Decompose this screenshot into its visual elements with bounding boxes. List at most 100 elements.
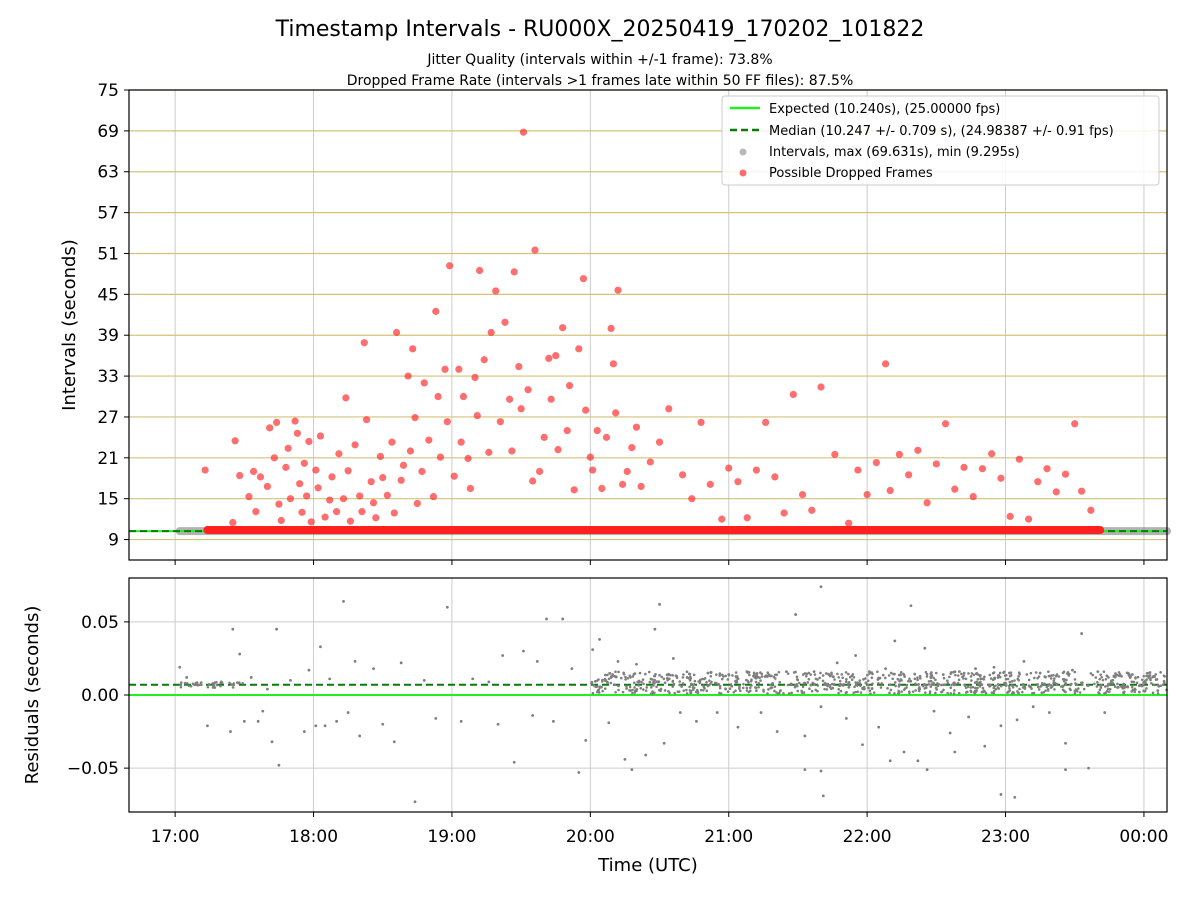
residual-point bbox=[590, 680, 594, 684]
residual-point bbox=[909, 680, 912, 683]
dropped-frame-point bbox=[284, 444, 292, 452]
residual-point bbox=[889, 688, 893, 692]
residual-point bbox=[688, 689, 692, 692]
residual-point bbox=[662, 741, 666, 745]
residual-point bbox=[755, 689, 758, 693]
residual-point bbox=[967, 715, 971, 719]
residual-point bbox=[603, 687, 607, 690]
residual-point bbox=[878, 676, 882, 680]
residual-point bbox=[1033, 676, 1036, 680]
residual-point bbox=[809, 673, 813, 676]
residual-point bbox=[266, 687, 269, 691]
residual-point bbox=[948, 675, 951, 679]
dropped-frame-point bbox=[351, 441, 359, 449]
residual-point bbox=[999, 793, 1003, 796]
dropped-frame-point bbox=[817, 383, 825, 391]
residual-point bbox=[639, 686, 643, 690]
residual-point bbox=[219, 680, 223, 684]
residual-point bbox=[671, 674, 674, 677]
residual-point bbox=[471, 677, 475, 681]
residual-point bbox=[342, 600, 345, 603]
residual-point bbox=[1115, 673, 1118, 677]
residual-point bbox=[989, 683, 993, 687]
residual-point bbox=[996, 686, 1000, 689]
residual-point bbox=[844, 691, 848, 695]
residual-point bbox=[178, 665, 182, 669]
residual-point bbox=[624, 678, 627, 681]
y-tick-label: 21 bbox=[97, 449, 119, 469]
residual-point bbox=[705, 680, 708, 684]
residual-point bbox=[651, 681, 655, 684]
residual-point bbox=[630, 768, 634, 771]
residual-point bbox=[699, 678, 702, 682]
legend-expected-label: Expected (10.240s), (25.00000 fps) bbox=[769, 102, 1000, 117]
residual-point bbox=[732, 690, 736, 694]
dropped-frame-point bbox=[296, 480, 304, 488]
residual-point bbox=[792, 671, 796, 674]
residual-point bbox=[1120, 675, 1123, 678]
dropped-frame-point bbox=[356, 492, 364, 500]
residual-point bbox=[862, 678, 865, 681]
residual-point bbox=[963, 684, 967, 688]
residual-point bbox=[1094, 676, 1098, 679]
dropped-frame-point bbox=[718, 515, 726, 523]
residual-point bbox=[666, 678, 669, 682]
dropped-frame-point bbox=[565, 382, 574, 390]
x-tick-label: 19:00 bbox=[427, 827, 476, 847]
residual-point bbox=[1042, 691, 1046, 694]
residual-point bbox=[1052, 673, 1055, 677]
legend-dropped-label: Possible Dropped Frames bbox=[769, 166, 933, 181]
residual-point bbox=[1062, 679, 1066, 683]
residual-point bbox=[866, 679, 870, 683]
residual-point bbox=[848, 675, 852, 679]
residual-point bbox=[914, 682, 917, 686]
residual-point bbox=[232, 683, 235, 687]
residual-point bbox=[307, 668, 311, 672]
legend-dropped-swatch bbox=[739, 169, 747, 177]
residual-point bbox=[230, 683, 233, 686]
dropped-frame-point bbox=[1078, 487, 1086, 495]
residual-point bbox=[854, 681, 857, 684]
residual-point bbox=[832, 682, 836, 686]
dropped-frame-point bbox=[471, 373, 479, 382]
residual-point bbox=[844, 671, 848, 674]
dropped-frame-point bbox=[307, 518, 315, 526]
dropped-frame-point bbox=[231, 437, 239, 445]
residual-point bbox=[1027, 678, 1031, 682]
dropped-frame-point bbox=[446, 262, 454, 270]
residual-point bbox=[934, 691, 937, 695]
dropped-frame-point bbox=[1052, 488, 1060, 496]
residual-point bbox=[314, 724, 318, 728]
residual-point bbox=[1073, 670, 1077, 674]
residual-point bbox=[932, 709, 936, 713]
dropped-frame-point bbox=[316, 432, 325, 440]
residual-point bbox=[992, 671, 996, 674]
residual-point bbox=[837, 676, 841, 679]
residual-point bbox=[1080, 683, 1084, 687]
residual-point bbox=[685, 670, 689, 674]
residual-point bbox=[531, 714, 535, 717]
residual-point bbox=[1082, 687, 1086, 691]
residual-point bbox=[767, 688, 770, 691]
residual-point bbox=[1029, 671, 1033, 675]
residual-point bbox=[1099, 673, 1102, 676]
residual-point bbox=[969, 686, 973, 689]
residual-point bbox=[1118, 674, 1121, 678]
residual-point bbox=[1135, 681, 1139, 685]
residual-point bbox=[806, 681, 810, 684]
residual-point bbox=[206, 724, 209, 728]
residual-point bbox=[663, 681, 667, 685]
dropped-frame-point bbox=[665, 405, 673, 413]
residual-point bbox=[685, 688, 688, 692]
residual-point bbox=[206, 685, 210, 689]
residual-point bbox=[422, 678, 426, 682]
residual-point bbox=[884, 667, 887, 671]
residual-point bbox=[914, 689, 917, 692]
dropped-frame-point bbox=[614, 286, 622, 294]
residual-point bbox=[671, 657, 675, 660]
residual-point bbox=[512, 760, 516, 764]
dropped-frame-point bbox=[455, 365, 463, 373]
residual-point bbox=[685, 692, 689, 695]
residual-point bbox=[577, 771, 581, 774]
residual-point bbox=[644, 689, 648, 692]
